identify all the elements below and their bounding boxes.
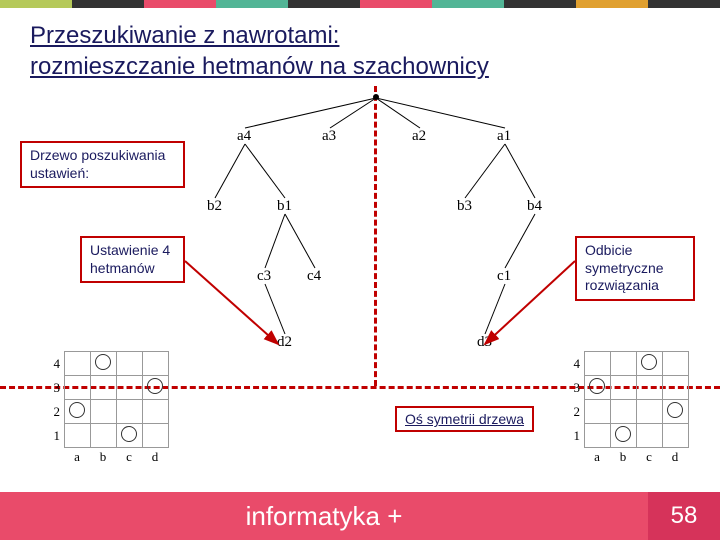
- queen-icon: [615, 426, 631, 442]
- placement-text: Ustawienie 4 hetmanów: [90, 242, 170, 276]
- axis-text: Oś symetrii drzewa: [405, 411, 524, 427]
- slide-title: Przeszukiwanie z nawrotami: rozmieszczan…: [0, 8, 720, 86]
- footer-text: informatyka +: [0, 492, 648, 540]
- board-cell: [636, 400, 662, 424]
- board-row-label: 1: [50, 424, 64, 448]
- queen-icon: [667, 402, 683, 418]
- board-cell: [142, 400, 168, 424]
- board-cell: [584, 424, 610, 448]
- board-row-label: 4: [570, 352, 584, 376]
- symmetric-label: Odbicie symetryczne rozwiązania: [575, 236, 695, 301]
- queen-icon: [589, 378, 605, 394]
- node-b1: b1: [277, 198, 292, 215]
- tree-search-label: Drzewo poszukiwania ustawień:: [20, 141, 185, 188]
- board-cell: [90, 376, 116, 400]
- node-c1: c1: [497, 268, 511, 285]
- board-cell: [142, 376, 168, 400]
- board-col-label: a: [584, 448, 610, 466]
- board-cell: [90, 424, 116, 448]
- board-cell: [116, 352, 142, 376]
- title-line-2: rozmieszczanie hetmanów na szachownicy: [30, 51, 690, 82]
- board-cell: [610, 376, 636, 400]
- axis-symmetry-label: Oś symetrii drzewa: [395, 406, 534, 432]
- board-row-label: 4: [50, 352, 64, 376]
- board-cell: [610, 424, 636, 448]
- board-row-label: 2: [50, 400, 64, 424]
- node-a2: a2: [412, 128, 426, 145]
- board-cell: [636, 352, 662, 376]
- board-cell: [64, 424, 90, 448]
- queen-icon: [95, 354, 111, 370]
- board-col-label: c: [636, 448, 662, 466]
- board-cell: [142, 352, 168, 376]
- board-cell: [64, 400, 90, 424]
- board-cell: [584, 400, 610, 424]
- queen-icon: [121, 426, 137, 442]
- board-cell: [662, 352, 688, 376]
- board-cell: [584, 352, 610, 376]
- board-cell: [64, 352, 90, 376]
- tree-edges: [205, 86, 545, 356]
- color-segment: [648, 0, 720, 8]
- node-d2: d2: [277, 334, 292, 351]
- color-bar: [0, 0, 720, 8]
- board-cell: [610, 400, 636, 424]
- color-segment: [288, 0, 360, 8]
- node-c3: c3: [257, 268, 271, 285]
- color-segment: [432, 0, 504, 8]
- color-segment: [0, 0, 72, 8]
- queen-icon: [69, 402, 85, 418]
- board-row-label: 2: [570, 400, 584, 424]
- board-col-label: c: [116, 448, 142, 466]
- board-cell: [116, 424, 142, 448]
- node-b2: b2: [207, 198, 222, 215]
- search-tree: a4 a3 a2 a1 b2 b1 b3 b4 c3 c4 c1 d2 d3: [205, 86, 545, 356]
- tree-search-text: Drzewo poszukiwania ustawień:: [30, 147, 165, 181]
- board-cell: [116, 400, 142, 424]
- board-cell: [662, 376, 688, 400]
- title-line-1: Przeszukiwanie z nawrotami:: [30, 20, 690, 51]
- board-col-label: d: [142, 448, 168, 466]
- board-cell: [662, 400, 688, 424]
- page-number: 58: [648, 492, 720, 540]
- board-row-label: 3: [570, 376, 584, 400]
- color-segment: [216, 0, 288, 8]
- board-row-label: 3: [50, 376, 64, 400]
- node-a3: a3: [322, 128, 336, 145]
- footer-bar: informatyka + 58: [0, 492, 720, 540]
- content-area: Drzewo poszukiwania ustawień: Ustawienie…: [0, 86, 720, 506]
- node-a1: a1: [497, 128, 511, 145]
- board-cell: [142, 424, 168, 448]
- board-cell: [610, 352, 636, 376]
- node-c4: c4: [307, 268, 321, 285]
- queen-icon: [641, 354, 657, 370]
- chessboard-left: 4321abcd: [50, 351, 180, 466]
- node-a4: a4: [237, 128, 251, 145]
- node-b4: b4: [527, 198, 542, 215]
- board-cell: [90, 400, 116, 424]
- board-col-label: b: [90, 448, 116, 466]
- board-col-label: a: [64, 448, 90, 466]
- board-cell: [636, 424, 662, 448]
- color-segment: [360, 0, 432, 8]
- color-segment: [72, 0, 144, 8]
- color-segment: [504, 0, 576, 8]
- chessboard-right: 4321abcd: [570, 351, 700, 466]
- board-row-label: 1: [570, 424, 584, 448]
- placement-label: Ustawienie 4 hetmanów: [80, 236, 185, 283]
- queen-icon: [147, 378, 163, 394]
- board-cell: [116, 376, 142, 400]
- color-segment: [576, 0, 648, 8]
- board-cell: [636, 376, 662, 400]
- board-cell: [90, 352, 116, 376]
- board-cell: [584, 376, 610, 400]
- board-col-label: b: [610, 448, 636, 466]
- board-cell: [662, 424, 688, 448]
- board-cell: [64, 376, 90, 400]
- node-b3: b3: [457, 198, 472, 215]
- node-d3: d3: [477, 334, 492, 351]
- symmetric-text: Odbicie symetryczne rozwiązania: [585, 242, 664, 293]
- board-col-label: d: [662, 448, 688, 466]
- color-segment: [144, 0, 216, 8]
